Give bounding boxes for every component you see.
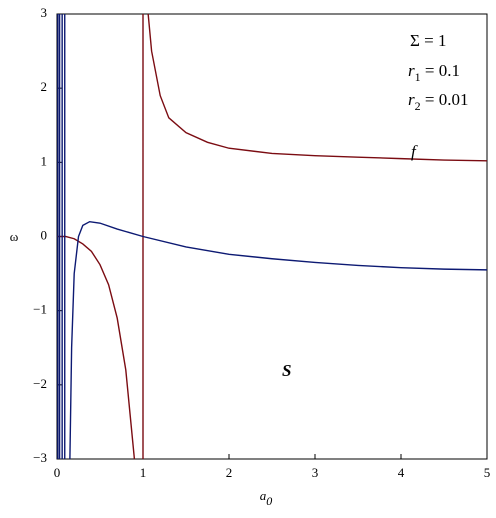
annotation-main: r [408, 61, 415, 80]
x-tick-label: 3 [312, 465, 319, 480]
curve [57, 14, 487, 459]
x-tick-label: 4 [398, 465, 405, 480]
x-tick-label: 0 [54, 465, 61, 480]
y-tick-label: −3 [33, 450, 47, 465]
annotation: f [411, 142, 418, 161]
annotation: S [282, 361, 291, 380]
annotation-rest: = 0.01 [421, 90, 469, 109]
y-tick-label: 1 [41, 153, 48, 168]
x-axis-label: a0 [260, 488, 273, 508]
plot-frame [56, 13, 488, 460]
annotation: r2 = 0.01 [408, 90, 468, 113]
x-tick-label: 1 [140, 465, 147, 480]
curve [57, 14, 487, 459]
annotation-main: S [282, 361, 291, 380]
x-tick-label: 2 [226, 465, 233, 480]
y-tick-label: −2 [33, 376, 47, 391]
y-axis-label: ω [10, 229, 19, 244]
y-tick-label: 0 [41, 227, 48, 242]
x-axis-label-main: a [260, 488, 267, 503]
y-tick-label: −1 [33, 302, 47, 317]
annotation-sub: 2 [415, 99, 421, 113]
annotation-sub: 1 [415, 70, 421, 84]
y-tick-label: 3 [41, 5, 48, 20]
annotation: Σ = 1 [410, 31, 446, 50]
x-axis-label-sub: 0 [266, 494, 272, 508]
annotation-main: Σ = 1 [410, 31, 446, 50]
annotation-main: r [408, 90, 415, 109]
x-tick-label: 5 [484, 465, 491, 480]
y-tick-label: 2 [41, 79, 48, 94]
annotation: r1 = 0.1 [408, 61, 460, 84]
annotation-main: f [411, 142, 418, 161]
annotation-rest: = 0.1 [421, 61, 460, 80]
